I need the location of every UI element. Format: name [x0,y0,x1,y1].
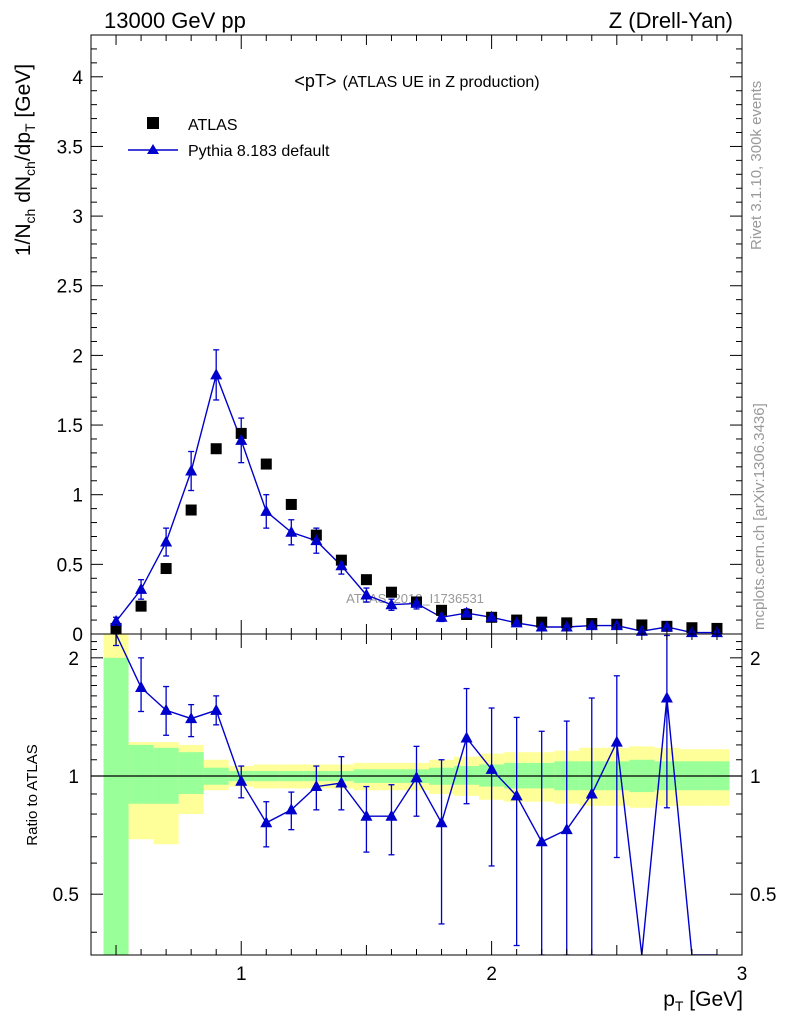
plot-title: <pT> [294,71,336,91]
ratio-y-tick-label-left: 0.5 [53,885,79,906]
ratio-axes: 0.5 0.5 1 1 2 2 1 2 3 [53,633,776,985]
mc-data-point [335,559,348,571]
ratio-y-tick-label-right: 2 [750,649,761,670]
ratio-data-point [485,762,498,774]
ratio-ylabel: Ratio to ATLAS [24,744,41,845]
header-right: Z (Drell-Yan) [609,8,733,33]
atlas-data-point [210,443,222,455]
ratio-data-point [260,816,273,828]
y-tick-label: 0.5 [57,555,83,576]
atlas-data-point [185,504,197,516]
ratio-data-point [160,703,173,715]
rivet-info: Rivet 3.1.10, 300k events [748,81,765,250]
green-band-bin [178,752,204,794]
ratio-data-point [585,787,598,799]
mc-data-point [210,368,223,380]
x-tick-label: 2 [486,964,497,985]
mc-data-point [110,614,123,626]
mc-data-point [310,534,323,546]
y-tick-label: 2.5 [57,277,83,298]
mc-data-point [360,588,373,600]
atlas-data-point [135,600,147,612]
atlas-data-point [436,604,448,616]
mc-data-point [460,606,473,618]
mc-data-point [385,598,398,610]
legend-mc-marker [147,144,159,154]
ratio-data-point [510,789,523,801]
green-band-bin [128,744,154,804]
ratio-data-point [360,809,373,821]
y-tick-label: 1.5 [57,416,83,437]
mc-data-point [485,610,498,622]
mc-data-point [185,464,198,476]
atlas-data-point [285,498,297,510]
atlas-data-point [385,586,397,598]
atlas-data-point [160,563,172,575]
mc-data-point [510,616,523,628]
atlas-data-point [235,427,247,439]
ratio-data-point [185,712,198,724]
plot-title-group: <pT> (ATLAS UE in Z production) [294,71,539,91]
ratio-data-point [660,691,673,703]
legend-atlas-label: ATLAS [188,117,238,134]
ratio-data-point [560,823,573,835]
ratio-data-point [135,681,148,693]
plot-subtitle: (ATLAS UE in Z production) [342,74,539,91]
ratio-y-tick-label-right: 1 [750,767,761,788]
y-tick-label: 3.5 [57,137,83,158]
svg-text:1/Nch dNch/dpT [GeV]: 1/Nch dNch/dpT [GeV] [12,64,38,256]
ratio-y-tick-label-left: 2 [68,649,79,670]
mc-data-point [235,433,248,445]
mc-data-point [135,582,148,594]
mc-data-point [160,535,173,547]
ratio-clipped-group [113,634,717,955]
mc-data-point [660,620,673,632]
x-axis-label: pT [GeV] [663,988,743,1014]
y-tick-label: 1 [72,486,83,507]
ratio-y-tick-label-right: 0.5 [750,885,776,906]
header-left: 13000 GeV pp [104,8,246,33]
ratio-data-point [610,735,623,747]
y-tick-label: 4 [72,68,83,89]
ratio-data-point [410,771,423,783]
y-tick-label: 3 [72,207,83,228]
mc-data-point [410,596,423,608]
main-plot-area [91,35,742,634]
x-tick-label: 3 [737,964,748,985]
ratio-data-point [385,809,398,821]
ratio-data-point [285,803,298,815]
ratio-y-tick-label-left: 1 [68,767,79,788]
mcplots-info: mcplots.cern.ch [arXiv:1306.3436] [751,403,768,630]
y-tick-label: 2 [72,346,83,367]
atlas-data-point [260,458,272,470]
green-band-bin [103,657,129,955]
mc-data-point [560,620,573,632]
legend-mc-label: Pythia 8.183 default [188,143,330,160]
x-tick-label: 1 [236,964,247,985]
atlas-data-point [360,574,372,586]
ratio-data-point [335,776,348,788]
mc-data-point [285,525,298,537]
y-tick-label: 0 [72,625,83,646]
legend: ATLAS Pythia 8.183 default [128,117,330,160]
ratio-data-point [235,774,248,786]
main-ylabel: 1/Nch dNch/dpT [GeV] [12,64,38,256]
ratio-data-point [535,835,548,847]
ratio-data-point [310,780,323,792]
ratio-data-marks [113,634,717,955]
main-panel [91,35,742,634]
ratio-data-point [460,731,473,743]
ratio-data-point [210,703,223,715]
ratio-data-point [435,816,448,828]
mc-data-point [585,619,598,631]
mc-data-point [435,610,448,622]
legend-atlas-marker [147,117,159,129]
mc-data-point [260,504,273,516]
mc-data-point [535,620,548,632]
